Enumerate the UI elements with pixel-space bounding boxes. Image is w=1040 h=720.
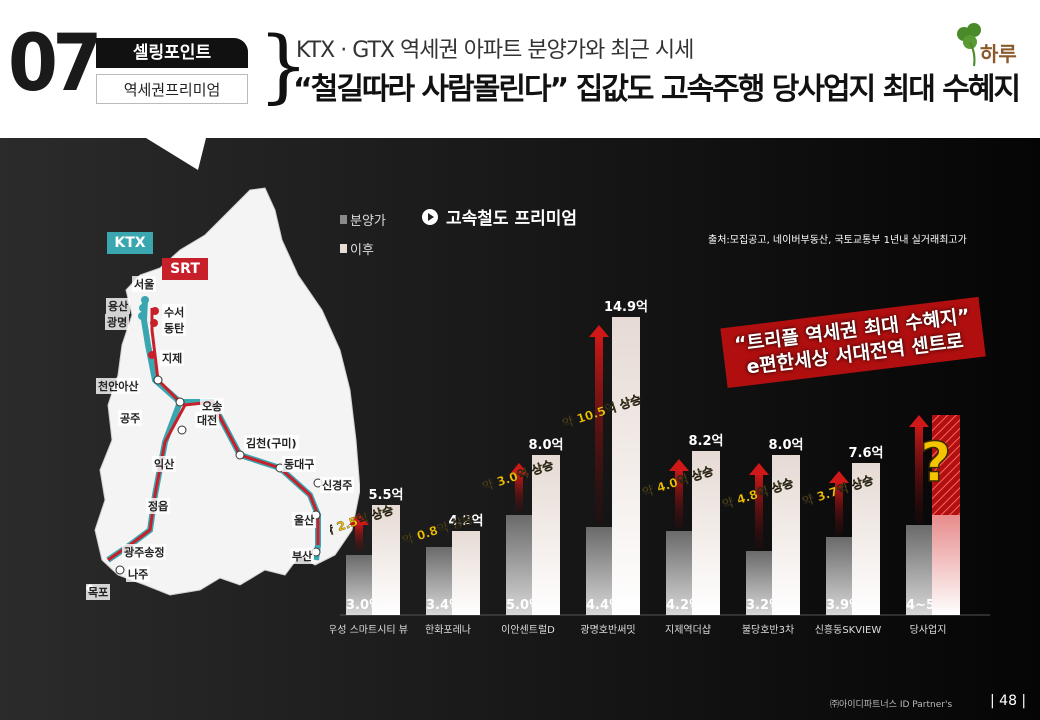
clover-logo-icon [957, 23, 981, 67]
chart-title: 고속철도 프리미엄 [422, 204, 577, 229]
bar-label-after: 8.2억 [689, 434, 724, 449]
category-label: 이안센트럴D [501, 623, 555, 636]
bar-after [612, 317, 640, 615]
category-label: 불당호반3차 [742, 624, 794, 636]
logo-text: 하루 [980, 42, 1017, 66]
bar-presale [426, 547, 452, 615]
bar-after [372, 505, 400, 615]
callout-pointer [146, 138, 206, 170]
increase-arrow-shaft [675, 469, 683, 529]
station-label: 목포 [86, 584, 111, 600]
station-label: 지제 [160, 350, 185, 366]
station-label: 천안아산 [96, 378, 141, 394]
bar-presale [666, 531, 692, 615]
increase-arrow-shaft [515, 473, 523, 513]
bar-label-after: 14.9억 [604, 300, 648, 315]
increase-arrow-head [349, 513, 369, 525]
increase-arrow-head [589, 325, 609, 337]
category-label: 우성 스마트시티 뷰 [330, 624, 408, 636]
chart-legend: 분양가 이후 [340, 210, 386, 268]
tag-station-premium: 역세권프리미엄 [96, 74, 248, 104]
partner-credit: ㈜아이디파트너스 ID Partner's [830, 700, 953, 710]
bar-presale [746, 551, 772, 615]
station-label: 나주 [126, 566, 151, 582]
category-label: 지제역더샵 [665, 624, 711, 636]
category-label: 당사업지 [910, 623, 947, 636]
increase-arrow-head [829, 471, 849, 483]
increase-arrow-head [909, 415, 929, 427]
station-label: 정읍 [146, 498, 171, 514]
legend-label-after: 이후 [350, 243, 374, 258]
bar-label-after: 8.0억 [529, 438, 564, 453]
legend-item-presale: 분양가 [340, 210, 386, 229]
legend-swatch-presale [340, 215, 347, 224]
station-label: 동탄 [162, 320, 187, 336]
increase-arrow-shaft [595, 335, 603, 525]
station-label: 대전 [195, 412, 220, 428]
tag-selling-point: 셀링포인트 [96, 38, 248, 68]
station-label: 부산 [290, 548, 315, 564]
question-mark: ? [920, 431, 951, 494]
srt-line [150, 308, 320, 545]
increase-arrow-head [669, 459, 689, 471]
ktx-badge: KTX [107, 232, 153, 254]
page-subtitle: KTX · GTX 역세권 아파트 분양가와 최근 시세 [296, 38, 694, 63]
station-label: 동대구 [282, 456, 317, 472]
korea-peninsula-shape [94, 187, 360, 596]
header: 07 셀링포인트 역세권프리미엄 } KTX · GTX 역세권 아파트 분양가… [0, 0, 1040, 138]
bar-presale [826, 537, 852, 615]
section-number: 07 [8, 19, 102, 109]
increase-arrow-head [749, 463, 769, 475]
bar-label-after: 5.5억 [369, 488, 404, 503]
station-label: 광명 [105, 314, 130, 330]
legend-label-presale: 분양가 [350, 214, 386, 229]
station-label: 오송 [200, 398, 225, 414]
category-label: 신흥동SKVIEW [815, 623, 882, 636]
increase-arrow-shaft [755, 473, 763, 549]
srt-badge: SRT [162, 258, 208, 280]
bar-label-after: 4.2억 [449, 514, 484, 529]
station-label: 울산 [292, 512, 317, 528]
bar-label-after: 7.6억 [849, 446, 884, 461]
station-label: 용산 [106, 298, 131, 314]
bar-presale [586, 527, 612, 615]
bar-after-hatch [932, 415, 960, 515]
increase-arrow-shaft [835, 481, 843, 535]
station-label: 광주송정 [122, 544, 167, 560]
legend-item-after: 이후 [340, 239, 386, 258]
increase-arrow-shaft [915, 425, 923, 523]
station-label: 익산 [152, 456, 177, 472]
station-label: 공주 [118, 410, 143, 426]
bar-label-after: 8.0억 [769, 438, 804, 453]
station-label: 수서 [162, 304, 187, 320]
bar-after [772, 455, 800, 615]
play-circle-icon [422, 208, 438, 225]
station-label: 서울 [132, 276, 157, 292]
station-label: 신경주 [320, 477, 355, 493]
station-label: 김천(구미) [244, 435, 299, 451]
page-number: | 48 | [990, 693, 1027, 709]
increase-arrow-shaft [355, 523, 363, 553]
brace-icon: } [258, 19, 309, 112]
chart-title-text: 고속철도 프리미엄 [446, 209, 578, 229]
bar-presale [906, 525, 932, 615]
category-label: 광명호반써밋 [580, 624, 635, 636]
legend-swatch-after [340, 244, 347, 253]
increase-arrow-head [509, 463, 529, 475]
bar-after [692, 451, 720, 615]
bar-after [452, 531, 480, 615]
category-label: 한화포레나 [425, 624, 471, 636]
bar-presale [506, 515, 532, 615]
bar-after [532, 455, 560, 615]
bar-after [852, 463, 880, 615]
bar-presale [346, 555, 372, 615]
page-title: “철길따라 사람몰린다” 집값도 고속주행 당사업지 최대 수혜지 [293, 72, 1021, 107]
chart-source: 출처:모집공고, 네이버부동산, 국토교통부 1년내 실거래최고가 [708, 235, 967, 246]
